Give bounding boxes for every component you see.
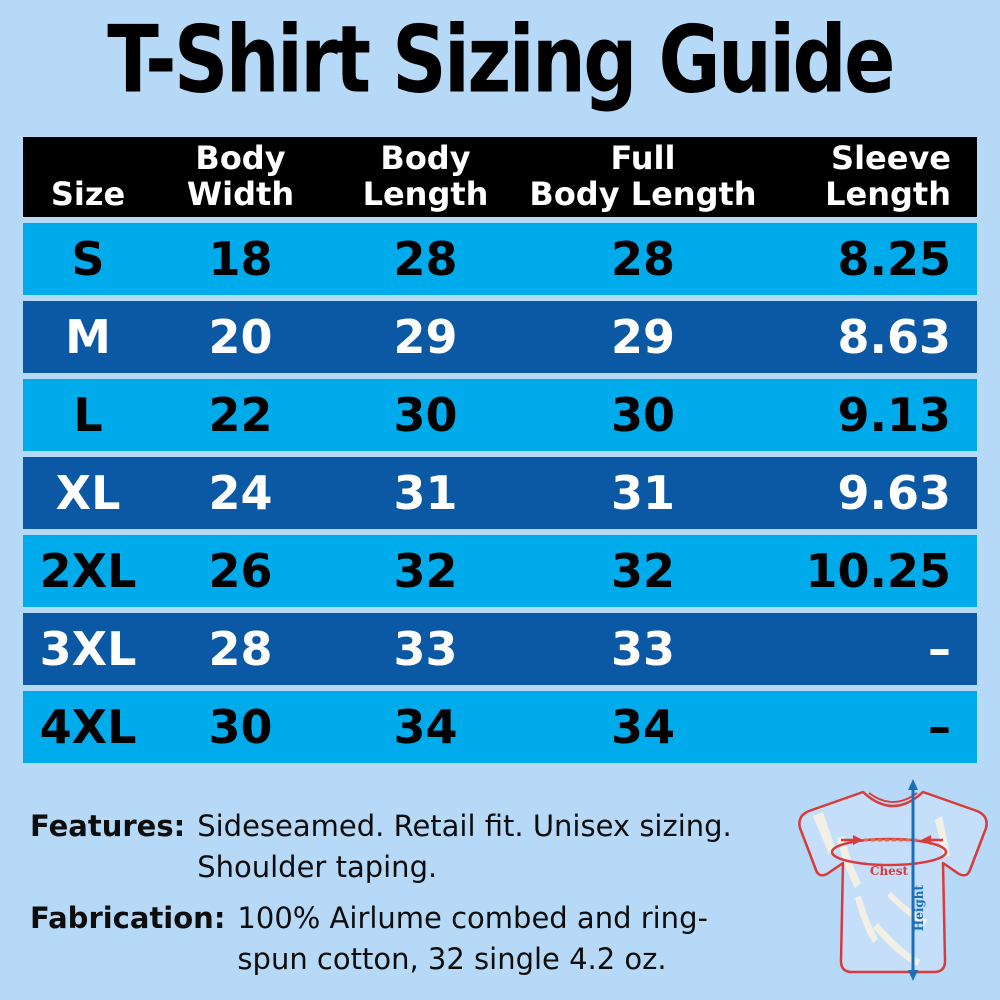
header-line: Body [380,139,471,177]
header-line: Width [186,175,295,213]
cell-size: 2XL [39,544,137,598]
cell-full-body-length: 32 [610,544,675,598]
chest-arrowhead-left [853,835,863,845]
cell-full-body-length: 29 [610,310,675,364]
header-body-width: Body Width [153,137,328,217]
cell-body-width: 24 [208,466,273,520]
table-row-m: M 20 29 29 8.63 [23,301,977,373]
header-line: Body [195,139,286,177]
cell-body-length: 33 [393,622,458,676]
header-full-body-length: Full Body Length [523,137,763,217]
height-arrowhead-top [908,779,918,790]
cell-sleeve-length: – [928,622,951,676]
chest-label: Chest [870,864,909,878]
header-sleeve-length: Sleeve Length [763,137,977,217]
features-text-line2: Shoulder taping. [197,850,438,884]
header-line: Length [825,175,951,213]
size-table: Size Body Width Body Length Full Body Le… [23,137,977,763]
cell-body-width: 28 [208,622,273,676]
header-line: Length [362,175,489,213]
cell-size: S [71,232,105,286]
table-row-xl: XL 24 31 31 9.63 [23,457,977,529]
tshirt-measurement-diagram: Chest Height [798,779,988,981]
cell-body-width: 22 [208,388,273,442]
fabric-highlights [813,812,950,966]
cell-sleeve-length: 9.13 [837,388,952,442]
features-text: Sideseamed. Retail fit. Unisex sizing. S… [197,806,732,888]
table-row-l: L 22 30 30 9.13 [23,379,977,451]
fabrication-note: Fabrication: 100% Airlume combed and rin… [30,898,810,980]
header-line: Body Length [529,175,757,213]
cell-body-width: 20 [208,310,273,364]
cell-full-body-length: 30 [610,388,675,442]
cell-full-body-length: 33 [610,622,675,676]
cell-body-length: 31 [393,466,458,520]
cell-sleeve-length: 9.63 [837,466,952,520]
page-title: T-Shirt Sizing Guide [107,5,895,114]
cell-body-length: 32 [393,544,458,598]
notes-section: Features: Sideseamed. Retail fit. Unisex… [30,806,810,980]
features-text-line1: Sideseamed. Retail fit. Unisex sizing. [197,809,732,843]
cell-size: 4XL [39,700,137,754]
cell-full-body-length: 31 [610,466,675,520]
cell-sleeve-length: 10.25 [805,544,951,598]
chest-arrowhead-right [921,835,931,845]
features-note: Features: Sideseamed. Retail fit. Unisex… [30,806,810,888]
cell-size: 3XL [39,622,137,676]
height-arrowhead-bottom [908,970,918,981]
table-row-2xl: 2XL 26 32 32 10.25 [23,535,977,607]
cell-body-length: 29 [393,310,458,364]
height-label: Height [912,884,926,931]
cell-full-body-length: 28 [610,232,675,286]
features-label: Features: [30,809,186,843]
header-line: Size [50,175,126,213]
cell-body-width: 30 [208,700,273,754]
table-row-3xl: 3XL 28 33 33 – [23,613,977,685]
cell-size: L [73,388,103,442]
cell-sleeve-length: – [928,700,951,754]
table-header-row: Size Body Width Body Length Full Body Le… [23,137,977,217]
cell-size: M [65,310,111,364]
header-line: Sleeve [831,139,951,177]
cell-body-length: 34 [393,700,458,754]
header-body-length: Body Length [328,137,523,217]
fabrication-text: 100% Airlume combed and ring- spun cotto… [237,898,708,980]
fabrication-label: Fabrication: [30,901,226,935]
table-row-4xl: 4XL 30 34 34 – [23,691,977,763]
cell-sleeve-length: 8.25 [837,232,952,286]
fabrication-text-line1: 100% Airlume combed and ring- [237,901,708,935]
cell-body-length: 30 [393,388,458,442]
fabrication-text-line2: spun cotton, 32 single 4.2 oz. [237,942,667,976]
cell-body-length: 28 [393,232,458,286]
cell-sleeve-length: 8.63 [837,310,952,364]
header-size: Size [23,137,153,217]
cell-body-width: 26 [208,544,273,598]
cell-size: XL [55,466,121,520]
cell-body-width: 18 [208,232,273,286]
table-row-s: S 18 28 28 8.25 [23,223,977,295]
cell-full-body-length: 34 [610,700,675,754]
header-line: Full [610,139,676,177]
